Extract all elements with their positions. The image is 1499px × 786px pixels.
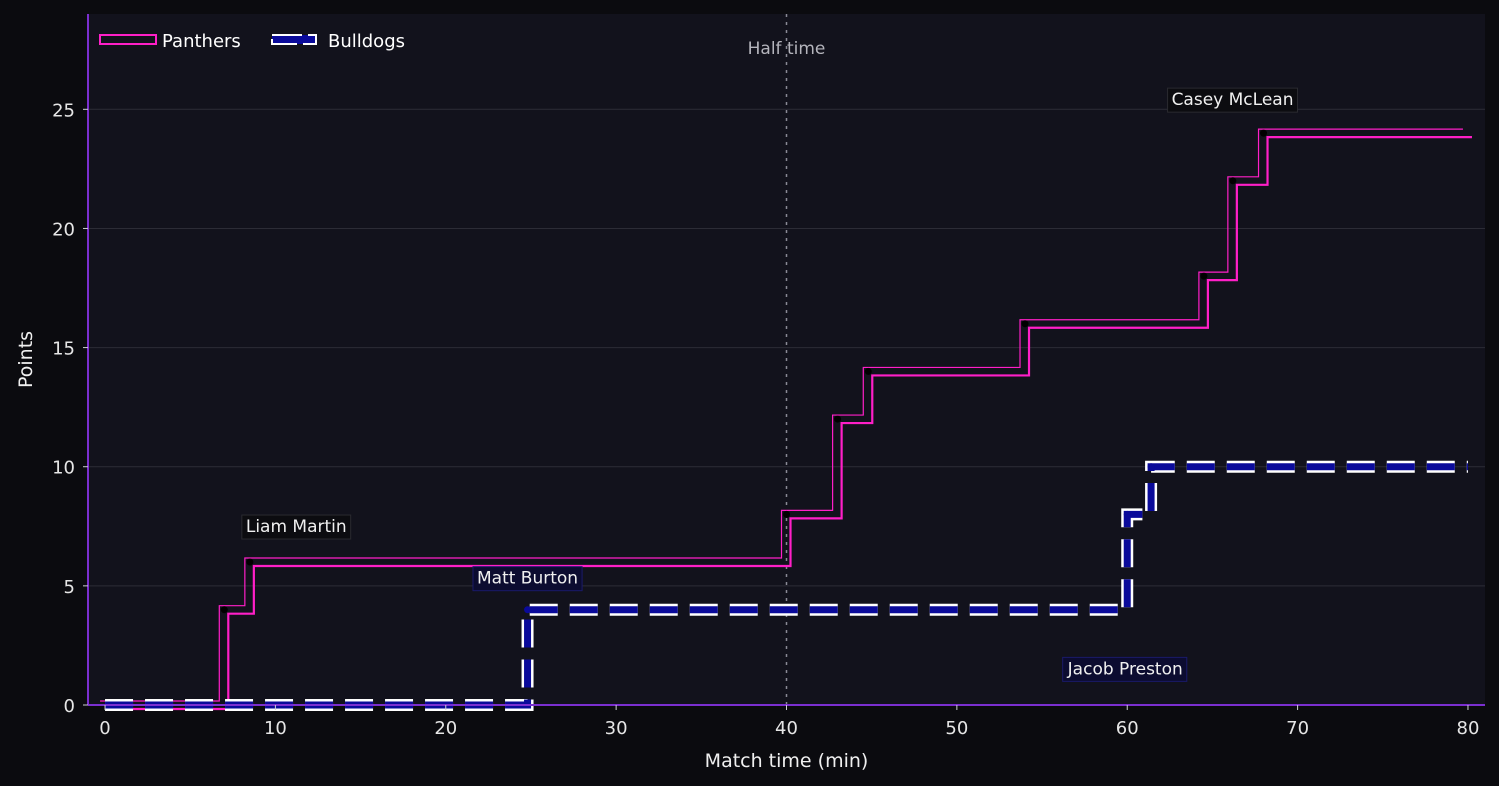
y-tick-label: 25 [52,100,75,121]
half-time-label: Half time [748,39,826,59]
score-point-panthers [1021,320,1029,328]
y-tick-label: 0 [64,696,75,717]
x-tick-label: 60 [1116,718,1139,739]
y-tick-label: 15 [52,339,75,360]
legend-swatch-bulldogs [271,34,317,45]
annotation-liam-martin: Liam Martin [241,514,352,540]
score-point-panthers [1200,272,1208,280]
series-line-panthers [109,136,1472,711]
score-point-panthers [1260,129,1268,137]
score-point-panthers [834,415,842,423]
x-tick-label: 50 [945,718,968,739]
score-point-bulldogs [1147,463,1155,471]
score-point-bulldogs [524,606,532,614]
x-tick-label: 40 [775,718,798,739]
score-point-panthers [783,510,790,518]
y-axis-title: Points [15,331,37,388]
x-tick-label: 20 [434,718,457,739]
y-tick-label: 10 [52,458,75,479]
x-tick-label: 70 [1286,718,1309,739]
annotation-casey-mclean: Casey McLean [1167,87,1298,113]
x-axis-title: Match time (min) [705,750,869,772]
series-line-panthers-shadow [100,128,1463,702]
annotation-matt-burton: Matt Burton [472,566,583,592]
annotation-box [241,514,352,540]
score-point-panthers [1229,177,1237,185]
legend-label-panthers: Panthers [162,31,241,52]
score-point-panthers [220,606,228,614]
legend-label-bulldogs: Bulldogs [328,31,405,52]
x-tick-label: 30 [605,718,628,739]
series-lines [100,128,1472,711]
annotation-label: Matt Burton [477,569,578,589]
legend-swatch-panthers [99,34,157,45]
annotation-label: Jacob Preston [1067,659,1183,679]
annotation-box [1167,87,1298,113]
annotations: Liam Martin Matt Burton Jacob Preston Casey… [241,87,1298,682]
series-line-bulldogs [105,463,1468,709]
score-point-panthers [246,558,254,566]
annotation-jacob-preston: Jacob Preston [1062,656,1188,682]
annotation-box [1062,656,1188,682]
score-point-bulldogs [1123,510,1131,518]
x-tick-label: 10 [264,718,287,739]
half-time-marker: Half time [748,14,826,705]
axes: 0 10 20 30 40 50 60 70 80 0 5 10 15 20 25 [52,14,1485,739]
annotation-box [472,566,583,592]
y-tick-label: 5 [64,577,75,598]
annotation-label: Liam Martin [246,517,347,537]
y-tick-label: 20 [52,219,75,240]
legend: Panthers Bulldogs [99,31,405,52]
x-tick-label: 80 [1457,718,1480,739]
score-point-panthers [864,367,872,375]
x-tick-label: 0 [99,718,110,739]
annotation-label: Casey McLean [1172,90,1294,110]
